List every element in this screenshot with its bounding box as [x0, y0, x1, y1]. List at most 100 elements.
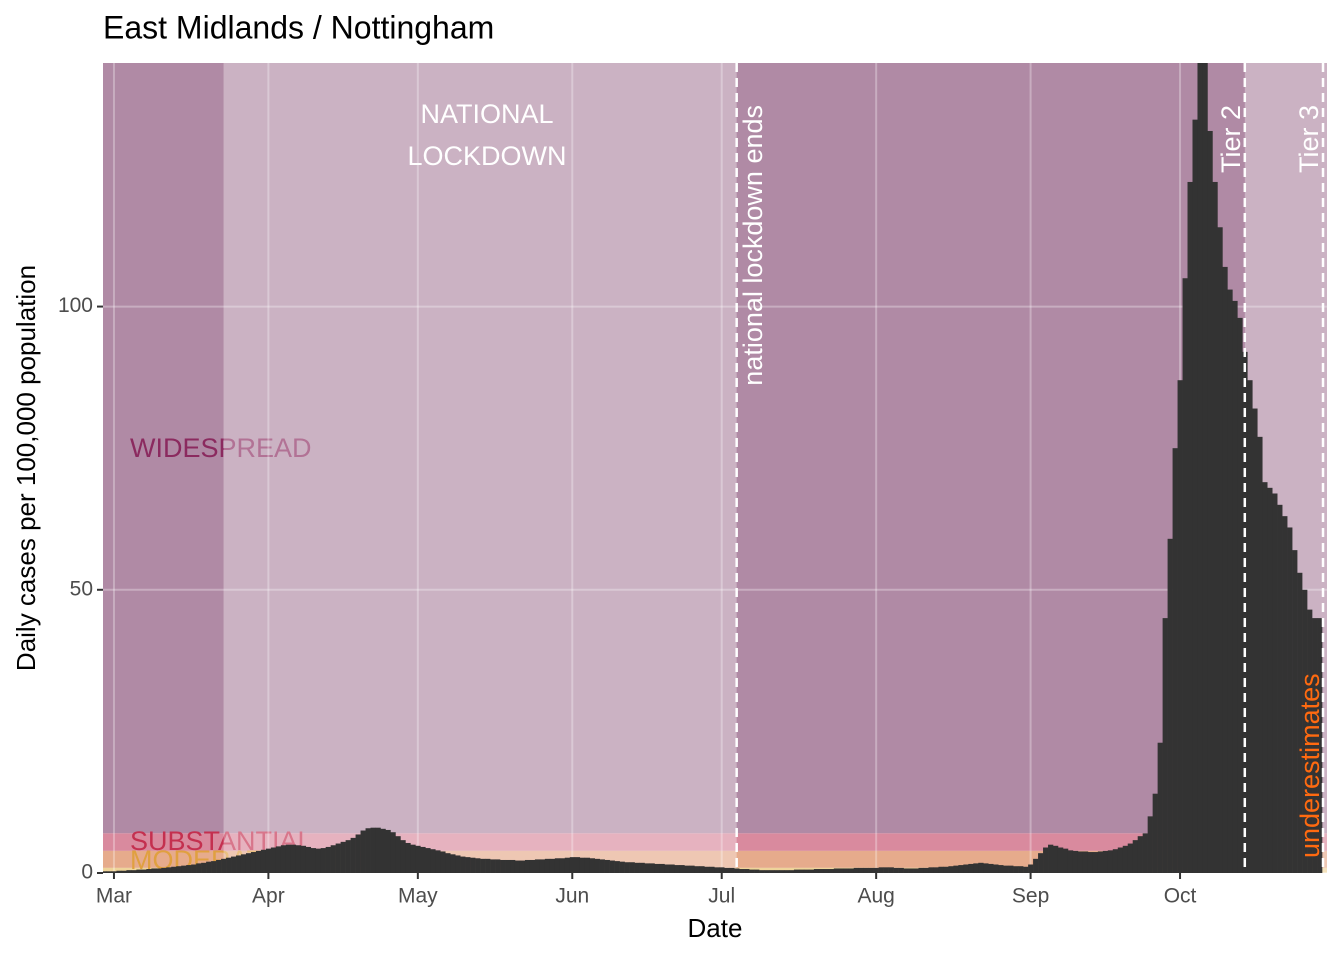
bar [156, 868, 162, 873]
bar [783, 870, 790, 873]
bar [599, 859, 605, 873]
bar [1192, 119, 1198, 873]
bar [788, 870, 795, 873]
bar [1257, 436, 1263, 873]
bar [759, 870, 765, 873]
bar [1217, 227, 1223, 873]
bar [1212, 181, 1218, 873]
bar [1307, 609, 1313, 873]
bar [1033, 858, 1039, 873]
bar [201, 862, 207, 873]
x-tick-label: Aug [857, 885, 894, 908]
bar [614, 861, 620, 873]
bar [604, 859, 610, 873]
bar [1067, 850, 1074, 873]
bar [355, 834, 361, 873]
bar [1207, 130, 1213, 873]
bar [1082, 851, 1089, 873]
bar [171, 866, 177, 873]
bar [539, 859, 546, 873]
bar [430, 849, 436, 873]
bar [330, 845, 336, 873]
bar [236, 855, 242, 873]
bar [843, 868, 850, 873]
bar [569, 857, 576, 873]
bar [1252, 408, 1258, 873]
bar [514, 860, 521, 873]
bar [893, 867, 899, 873]
bar [1023, 866, 1029, 873]
bar [674, 865, 680, 873]
bar [1287, 527, 1293, 873]
bar [1177, 380, 1183, 873]
bar [584, 857, 591, 873]
bar [265, 848, 272, 873]
bar [211, 861, 217, 873]
bar [754, 869, 760, 873]
x-tick-label: May [398, 885, 438, 908]
y-axis-label: Daily cases per 100,000 population [11, 265, 41, 671]
event-label: national lockdown ends [738, 105, 768, 386]
bar [455, 855, 461, 873]
bar [1162, 618, 1168, 873]
event-label: Tier 2 [1216, 105, 1246, 173]
bar [1107, 850, 1114, 873]
bar [1282, 516, 1288, 873]
bar [1222, 266, 1228, 873]
bar [226, 857, 232, 873]
bar [191, 864, 197, 873]
bar [161, 867, 167, 873]
y-tick-label: 0 [81, 861, 93, 884]
bar [445, 853, 451, 873]
bar [1132, 840, 1138, 873]
bar [1187, 181, 1193, 873]
bar [320, 848, 326, 873]
bar [554, 858, 561, 873]
bar [1087, 852, 1094, 873]
bar [490, 859, 496, 873]
bar [828, 869, 835, 873]
bar [280, 845, 287, 873]
bar [231, 856, 237, 873]
bar [943, 866, 949, 873]
bar [1152, 793, 1158, 873]
x-tick-label: Oct [1164, 885, 1197, 908]
bar [1242, 351, 1248, 873]
chart-title: East Midlands / Nottingham [103, 9, 494, 45]
bar [559, 858, 566, 873]
bar [385, 829, 391, 873]
bar [1127, 843, 1134, 873]
bar [669, 864, 675, 873]
bar [933, 867, 939, 873]
bar [380, 828, 386, 873]
bar [460, 856, 466, 873]
bar [395, 836, 401, 873]
bar [275, 846, 282, 873]
bar [146, 869, 152, 873]
bar [729, 867, 735, 873]
bar [953, 865, 959, 873]
bar [141, 869, 147, 873]
bar [440, 851, 446, 873]
bar [634, 862, 640, 873]
bar [420, 846, 426, 873]
bar [779, 870, 785, 873]
bar [166, 867, 172, 873]
bar [345, 840, 351, 873]
bar [1247, 380, 1253, 873]
bar [350, 837, 356, 873]
bar [1202, 63, 1208, 873]
bar [126, 870, 132, 873]
x-tick-label: Apr [252, 885, 285, 908]
bar [116, 870, 122, 873]
bar [480, 858, 486, 873]
bar [1112, 849, 1119, 873]
bar [579, 857, 586, 873]
bar [519, 860, 526, 873]
bar [270, 847, 277, 873]
bar [534, 859, 541, 873]
bar [425, 848, 431, 873]
bar [923, 867, 929, 873]
x-tick-label: Jul [708, 885, 735, 908]
bar [500, 859, 506, 873]
